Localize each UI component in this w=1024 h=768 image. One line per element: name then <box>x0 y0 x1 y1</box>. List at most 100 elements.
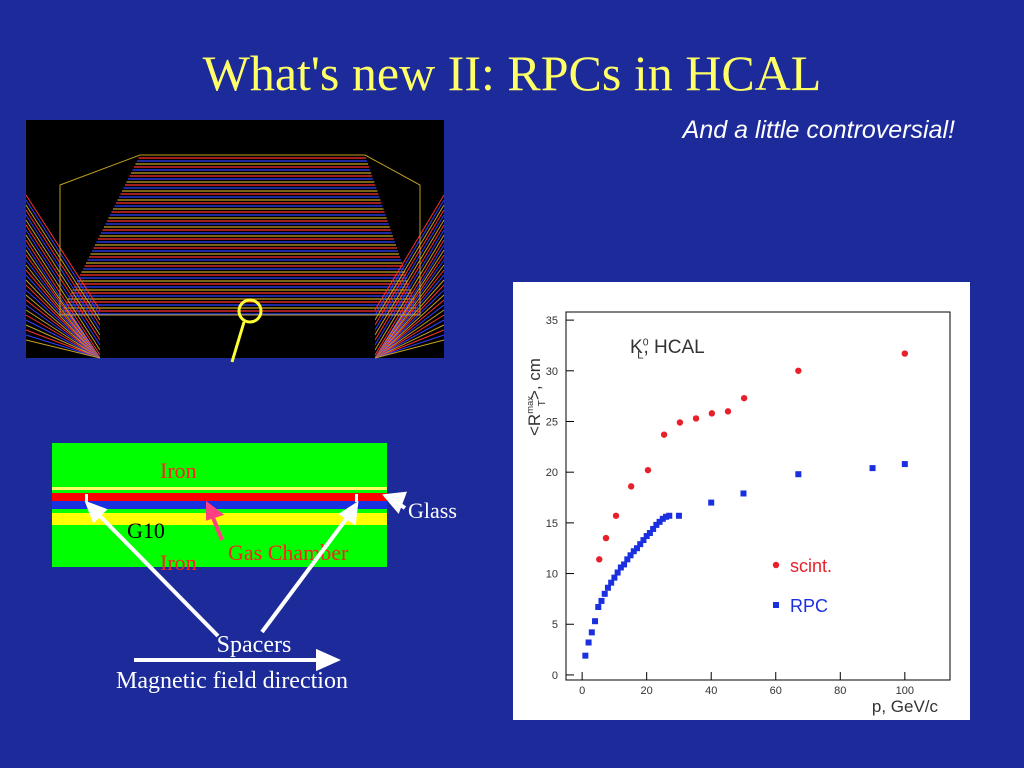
point <box>643 533 650 540</box>
point <box>656 518 663 525</box>
detector-stripe <box>374 199 445 316</box>
x-tick-label: 20 <box>641 685 653 697</box>
label-iron: Iron <box>160 458 197 483</box>
yellow-layer <box>52 513 387 525</box>
y-axis-label-sub: T <box>537 400 548 406</box>
x-axis-label: p, GeV/c <box>872 697 939 716</box>
detector-stripe <box>25 304 101 359</box>
point <box>650 525 657 532</box>
detector-stripe <box>25 264 101 359</box>
y-axis-label: <Rmax T>, cm <box>525 358 548 436</box>
point <box>901 461 908 468</box>
detector-stripe <box>25 309 101 359</box>
detector-stripe <box>374 219 445 336</box>
point <box>614 569 621 576</box>
arrow-head <box>206 501 225 521</box>
detector-stripe <box>25 284 101 359</box>
arrow <box>210 514 224 541</box>
label-spacers: Spacers <box>217 632 292 658</box>
detector-stripe <box>374 224 445 341</box>
x-tick-label: 0 <box>579 685 585 697</box>
point <box>582 652 589 659</box>
detector-stripe <box>374 284 445 359</box>
detector-stripe <box>25 334 101 359</box>
point <box>869 465 876 472</box>
detector-stripe <box>374 264 445 359</box>
detector-stripe <box>25 229 101 346</box>
y-axis-label-tail: >, cm <box>525 358 544 400</box>
detector-stripe <box>25 194 101 311</box>
detector-floor <box>100 316 375 358</box>
arrow <box>94 510 220 638</box>
y-tick-label: 15 <box>546 518 558 530</box>
point <box>588 629 595 636</box>
point <box>595 604 602 611</box>
g10-layer <box>52 501 387 509</box>
detector-stripe <box>25 274 101 359</box>
detector-stripe <box>25 199 101 316</box>
detector-stripe <box>374 294 445 359</box>
point <box>624 556 631 563</box>
layer-diagram: Iron Glass G10 Iron Gas Chamber Spacers … <box>52 443 457 694</box>
detector-stripe <box>25 214 101 331</box>
detector-stripe <box>374 239 445 356</box>
point <box>708 410 716 417</box>
point <box>675 512 682 519</box>
point <box>612 512 620 519</box>
detector-stripe <box>374 319 445 359</box>
detector-stripe <box>374 299 445 359</box>
point <box>621 561 628 568</box>
plot-frame <box>565 311 951 681</box>
detector-stripe <box>374 274 445 359</box>
marker-circle <box>237 298 263 324</box>
y-tick-label: 20 <box>546 467 558 479</box>
point <box>611 574 618 581</box>
detector-outline <box>59 154 421 316</box>
annotation-sup: 0 <box>643 337 649 348</box>
point <box>740 490 747 497</box>
point <box>604 584 611 591</box>
detector-stripe <box>25 279 101 359</box>
detector-stripe <box>374 214 445 331</box>
arrow-head <box>84 500 108 524</box>
detector-stripe <box>25 209 101 326</box>
detector-stripe <box>25 234 101 351</box>
detector-stripe <box>25 259 101 359</box>
detector-stripe <box>25 204 101 321</box>
point <box>708 499 715 506</box>
y-axis-label-base: <R <box>525 414 544 436</box>
detector-stripe <box>374 234 445 351</box>
point <box>644 466 652 474</box>
point <box>692 415 700 422</box>
y-axis-label-sup: max <box>525 396 535 414</box>
detector-stripe <box>25 319 101 359</box>
gas-layer <box>52 493 387 501</box>
point <box>740 394 748 402</box>
y-tick-label: 5 <box>552 619 558 631</box>
y-tick-label: 25 <box>546 416 558 428</box>
point <box>795 471 802 478</box>
detector-stripe <box>374 194 445 311</box>
point <box>596 556 603 563</box>
spacer <box>85 494 88 502</box>
label-iron: Iron <box>160 550 197 575</box>
detector-stripe <box>374 334 445 359</box>
detector-stripe <box>25 299 101 359</box>
detector-stripe <box>374 229 445 346</box>
spacer <box>355 494 358 502</box>
subtitle: And a little controversial! <box>681 116 955 144</box>
point <box>663 513 670 520</box>
chart-background <box>513 282 970 720</box>
point <box>602 534 610 542</box>
title: What's new II: RPCs in HCAL <box>203 45 822 101</box>
detector-stripe <box>25 289 101 359</box>
y-tick-label: 10 <box>546 569 558 581</box>
detector-stripe <box>374 324 445 359</box>
x-tick-label: 60 <box>770 685 782 697</box>
point <box>630 548 637 555</box>
detector-stripe <box>25 239 101 356</box>
point <box>646 530 653 537</box>
glass-line <box>52 487 387 490</box>
marker-line <box>230 321 246 363</box>
legend-marker <box>772 561 780 569</box>
